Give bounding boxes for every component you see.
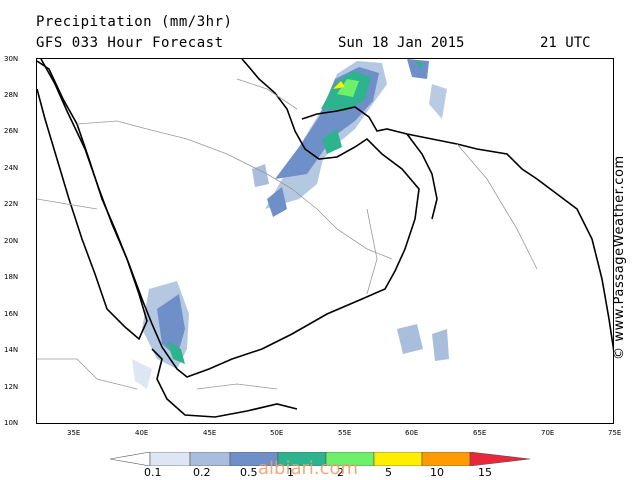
lon-label: 35E bbox=[67, 429, 81, 437]
legend-swatch bbox=[469, 452, 530, 466]
forecast-time: 21 UTC bbox=[540, 35, 591, 51]
lat-label: 10N bbox=[4, 419, 19, 427]
lat-label: 14N bbox=[4, 346, 19, 354]
legend-swatch bbox=[149, 452, 191, 466]
map-title: Precipitation (mm/3hr) bbox=[36, 14, 233, 30]
legend-tick: 0.2 bbox=[193, 466, 211, 479]
coastlines bbox=[37, 59, 613, 418]
watermark-text: albiari.com bbox=[258, 458, 359, 479]
lon-label: 60E bbox=[405, 429, 419, 437]
forecast-label: GFS 033 Hour Forecast bbox=[36, 35, 224, 51]
lat-label: 30N bbox=[4, 55, 19, 63]
lon-label: 75E bbox=[608, 429, 622, 437]
lat-label: 12N bbox=[4, 383, 19, 391]
lon-label: 65E bbox=[473, 429, 487, 437]
legend-swatch bbox=[421, 452, 471, 466]
lon-label: 55E bbox=[338, 429, 352, 437]
precip-red-sea bbox=[132, 281, 449, 389]
legend-swatch bbox=[189, 452, 231, 466]
legend-tick: 5 bbox=[385, 466, 392, 479]
lat-label: 26N bbox=[4, 127, 19, 135]
legend-swatch bbox=[373, 452, 423, 466]
legend-colorbar bbox=[110, 452, 530, 466]
legend-tick: 10 bbox=[430, 466, 444, 479]
legend-tick: 0.5 bbox=[240, 466, 258, 479]
legend-tick: 15 bbox=[478, 466, 492, 479]
map-canvas bbox=[37, 59, 613, 418]
legend-swatch bbox=[110, 452, 151, 466]
legend-tick: 2 bbox=[337, 466, 344, 479]
lon-label: 45E bbox=[203, 429, 217, 437]
lat-label: 24N bbox=[4, 164, 19, 172]
lon-label: 40E bbox=[135, 429, 149, 437]
lon-label: 70E bbox=[541, 429, 555, 437]
lat-label: 20N bbox=[4, 237, 19, 245]
lat-label: 28N bbox=[4, 91, 19, 99]
precip-gulf bbox=[252, 59, 447, 217]
legend-tick: 1 bbox=[287, 466, 294, 479]
lat-label: 16N bbox=[4, 310, 19, 318]
legend-tick: 0.1 bbox=[144, 466, 162, 479]
lon-label: 50E bbox=[270, 429, 284, 437]
lat-label: 18N bbox=[4, 273, 19, 281]
lat-label: 22N bbox=[4, 200, 19, 208]
credit-text: © www.PassageWeather.com bbox=[612, 155, 627, 360]
forecast-date: Sun 18 Jan 2015 bbox=[338, 35, 465, 51]
precipitation-map[interactable] bbox=[36, 58, 614, 424]
borders bbox=[37, 78, 538, 390]
